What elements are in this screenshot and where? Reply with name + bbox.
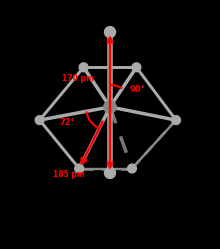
Text: 185 pm: 185 pm [53, 170, 84, 179]
Circle shape [132, 63, 141, 72]
Text: 72°: 72° [59, 118, 75, 126]
Circle shape [128, 164, 136, 173]
Circle shape [35, 116, 44, 124]
Circle shape [104, 101, 116, 113]
Circle shape [104, 27, 116, 38]
Circle shape [79, 63, 88, 72]
Circle shape [172, 116, 180, 124]
Circle shape [75, 164, 84, 173]
Text: 90°: 90° [130, 84, 146, 94]
Circle shape [104, 167, 116, 178]
Text: 170 pm: 170 pm [62, 73, 94, 82]
